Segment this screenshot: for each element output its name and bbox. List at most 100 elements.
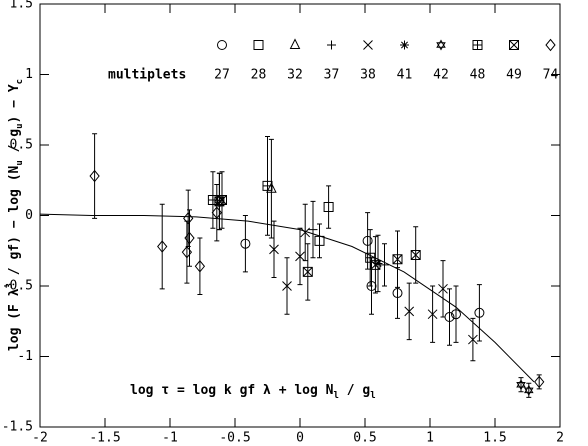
marker-x xyxy=(438,283,448,294)
legend-symbol xyxy=(363,40,373,50)
marker-boxplus xyxy=(262,180,273,191)
marker-diamond xyxy=(183,212,194,225)
y-label-part: / gf) − log (N xyxy=(7,165,22,283)
error-bar xyxy=(159,203,165,290)
error-bar xyxy=(476,284,482,342)
error-bar xyxy=(453,285,459,343)
error-bar xyxy=(326,185,332,229)
y-label-part: ) − Y xyxy=(7,84,22,123)
marker-square xyxy=(314,235,325,246)
marker-diamond xyxy=(181,245,193,259)
marker-stroke xyxy=(157,240,168,253)
marker-diamond xyxy=(214,195,225,208)
marker-stroke xyxy=(472,40,483,50)
marker-stroke xyxy=(217,40,227,50)
marker-diamond xyxy=(194,259,206,273)
error-bar xyxy=(184,220,190,284)
marker-stroke xyxy=(373,258,383,268)
error-bar xyxy=(365,212,371,270)
error-bar xyxy=(317,223,322,259)
marker-stroke xyxy=(253,40,264,50)
marker-x xyxy=(468,334,478,345)
marker-stroke xyxy=(451,309,461,320)
y-tick-label: 1 xyxy=(25,67,33,82)
marker-plus xyxy=(380,260,389,270)
legend-symbol xyxy=(327,40,336,50)
y-tick-label: -1 xyxy=(17,349,33,364)
x-tick-label: 1.5 xyxy=(483,431,506,446)
marker-stroke xyxy=(183,212,194,225)
legend-symbol xyxy=(545,38,556,52)
y-label-part: u xyxy=(15,123,25,128)
equation-part: l xyxy=(334,391,339,401)
marker-circle xyxy=(362,235,373,246)
x-tick-label: -1 xyxy=(162,431,178,446)
error-bar xyxy=(268,138,274,239)
marker-stroke xyxy=(327,40,336,50)
legend-label: 41 xyxy=(397,68,413,83)
marker-circle xyxy=(366,281,377,291)
legend-label: 37 xyxy=(324,68,340,83)
legend-symbol xyxy=(436,39,446,51)
marker-stroke xyxy=(300,227,311,238)
marker-stroke xyxy=(194,259,206,273)
marker-circle xyxy=(392,288,403,299)
marker-x xyxy=(295,251,305,262)
marker-stroke xyxy=(365,252,376,263)
legend-label: 32 xyxy=(287,68,303,83)
marker-stroke xyxy=(438,283,448,294)
marker-stroke xyxy=(410,249,421,260)
y-label-part: / g xyxy=(7,129,22,160)
legend-label: 27 xyxy=(214,68,230,83)
marker-square xyxy=(323,202,334,213)
error-bar xyxy=(216,172,222,231)
marker-star xyxy=(524,384,534,396)
marker-stroke xyxy=(545,38,556,52)
equation-part: log τ = log k gf λ + log N xyxy=(130,383,334,398)
error-bar xyxy=(242,215,248,273)
marker-circle xyxy=(474,307,485,318)
marker-stroke xyxy=(380,260,389,270)
x-tick-label: -0.5 xyxy=(219,431,250,446)
marker-stroke xyxy=(509,40,519,50)
y-label-part: log (F λ xyxy=(7,288,22,351)
marker-stroke xyxy=(362,235,373,246)
legend-label: 74 xyxy=(543,68,559,83)
y-tick-label: 0 xyxy=(25,208,33,223)
marker-stroke xyxy=(302,266,313,277)
y-axis-label: log (F λ3 / gf) − log (Nu / gu) − Yc xyxy=(5,79,25,351)
equation: log τ = log k gf λ + log Nl / gl xyxy=(130,383,376,401)
marker-stroke xyxy=(404,306,415,317)
marker-x xyxy=(300,227,311,238)
legend-symbol xyxy=(289,38,301,49)
legend-symbol xyxy=(217,40,227,50)
legend-label: 38 xyxy=(360,68,376,83)
error-bar xyxy=(447,288,452,346)
marker-stroke xyxy=(314,235,325,246)
marker-diamond xyxy=(157,240,168,253)
x-tick-label: 0.5 xyxy=(353,431,376,446)
marker-x xyxy=(282,281,292,291)
marker-x xyxy=(269,244,279,255)
x-tick-label: 0 xyxy=(296,431,304,446)
marker-stroke xyxy=(524,384,534,396)
marker-stroke xyxy=(323,202,334,213)
marker-star xyxy=(516,379,526,391)
legend-label: 48 xyxy=(470,68,486,83)
marker-triangle xyxy=(266,182,277,193)
y-tick-label: 1.5 xyxy=(10,0,33,12)
marker-stroke xyxy=(262,180,273,191)
legend-symbol xyxy=(472,40,483,50)
marker-diamond xyxy=(534,375,545,389)
marker-stroke xyxy=(392,288,403,299)
y-label-part: 3 xyxy=(5,283,15,288)
y-label-part: u xyxy=(15,160,25,165)
marker-circle xyxy=(240,238,251,249)
y-tick-label: -0.5 xyxy=(2,279,33,294)
x-tick-label: -2 xyxy=(32,431,48,446)
legend-title: multiplets xyxy=(108,68,186,83)
x-tick-label: -1.5 xyxy=(89,431,120,446)
marker-diamond xyxy=(89,169,100,183)
marker-boxplus xyxy=(365,252,376,263)
